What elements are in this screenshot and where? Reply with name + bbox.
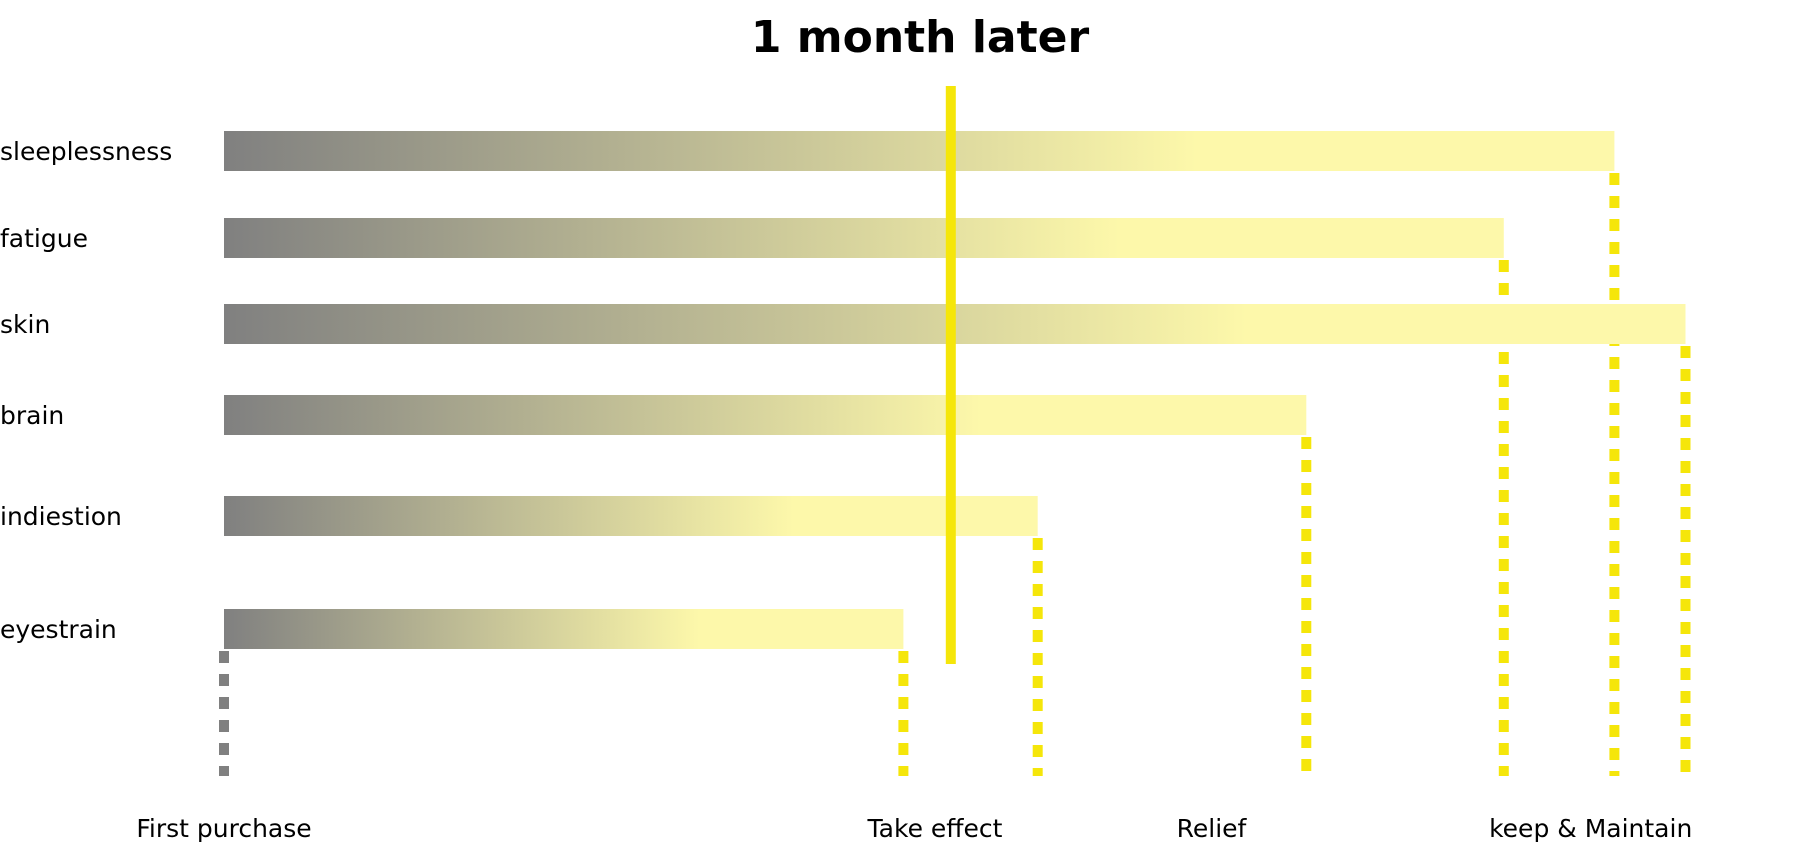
bar-sleeplessness <box>224 131 1615 171</box>
milestone-label: keep & Maintain <box>1489 814 1692 842</box>
chart-title: 1 month later <box>751 12 1090 63</box>
bar-indiestion <box>224 496 1038 536</box>
milestone-label: Relief <box>1177 814 1248 842</box>
category-label: eyestrain <box>0 615 117 644</box>
category-label: indiestion <box>0 502 122 531</box>
category-label: sleeplessness <box>0 137 172 166</box>
bar-eyestrain <box>224 609 904 649</box>
milestone-label: Take effect <box>867 814 1003 842</box>
category-label: brain <box>0 401 64 430</box>
category-label: skin <box>0 310 50 339</box>
bar-fatigue <box>224 218 1504 258</box>
bar-brain <box>224 395 1307 435</box>
category-label: fatigue <box>0 224 88 253</box>
milestone-label: First purchase <box>136 814 311 842</box>
